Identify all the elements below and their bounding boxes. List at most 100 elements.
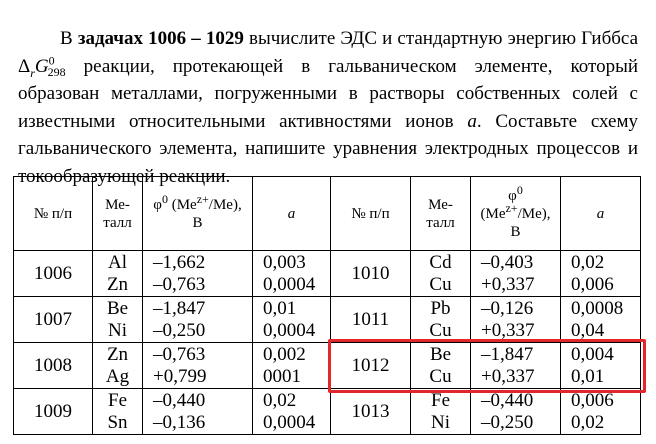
metal: Cd: [429, 251, 452, 273]
activity: 0001: [263, 365, 301, 387]
header-text: a: [287, 205, 296, 222]
metal-cell: Cd Cu: [410, 250, 471, 297]
table-row: 1006 Al Zn –1,662 –0,763 0,003 0,0004 1010 Cd Cu –…: [13, 250, 641, 297]
header-text: 0: [161, 191, 168, 206]
metal: Be: [106, 297, 129, 319]
potential: –0,126: [481, 297, 534, 319]
header-cell: № п/п: [13, 176, 93, 251]
activity-cell: 0,004 0,01: [560, 342, 641, 389]
potential-cell: –0,440 –0,136: [142, 388, 253, 435]
text: реакции, протекающей в гальваническом эл…: [18, 55, 639, 132]
metal-cell: Fe Sn: [92, 388, 143, 435]
header-text: В: [192, 214, 203, 231]
math: 0: [48, 53, 55, 68]
task-text: В задачах 1006 – 1029 вычислите ЭДС и ст…: [18, 25, 638, 190]
header-text: /Me),: [208, 196, 242, 213]
math: Δ: [18, 55, 31, 77]
number-cell: 1013: [330, 388, 411, 435]
activity-cell: 0,02 0,0004: [252, 388, 331, 435]
potential-cell: –0,126 +0,337: [470, 296, 561, 343]
potential: –0,763: [153, 343, 206, 365]
metal: Pb: [430, 297, 451, 319]
potential-cell: –1,847 +0,337: [470, 342, 561, 389]
potential: +0,337: [481, 319, 535, 341]
number-cell: 1011: [330, 296, 411, 343]
header-cell: Ме-талл: [92, 176, 143, 251]
potential-cell: –1,847 –0,250: [142, 296, 253, 343]
table-row: 1007 Be Ni –1,847 –0,250 0,01 0,0004 1011 Pb Cu –0…: [13, 296, 641, 343]
number-cell: 1006: [13, 250, 93, 297]
metal: Sn: [107, 411, 128, 433]
header-text: 0: [516, 182, 523, 197]
potential-cell: –0,403 +0,337: [470, 250, 561, 297]
metal: Zn: [106, 273, 129, 295]
activity: 0,0008: [571, 297, 624, 319]
potential: –0,763: [153, 273, 206, 295]
metal: Be: [429, 343, 452, 365]
activity: 0,04: [571, 319, 605, 341]
math: r: [30, 65, 35, 80]
bold-text: задачах 1006 – 1029: [77, 28, 244, 49]
number-cell: 1010: [330, 250, 411, 297]
activity-cell: 0,01 0,0004: [252, 296, 331, 343]
header-text: (Me: [480, 205, 506, 222]
header-cell: φ0 (Mez+/Me), В: [470, 176, 561, 251]
activity: 0,002: [263, 343, 306, 365]
table-row: 1009 Fe Sn –0,440 –0,136 0,02 0,0004 1013 Fe Ni –0…: [13, 388, 641, 435]
metal: Ag: [105, 365, 130, 387]
activity: 0,003: [263, 251, 306, 273]
potential: –0,250: [481, 411, 534, 433]
text: В: [60, 28, 73, 49]
potential: –0,403: [481, 251, 534, 273]
metal: Cu: [429, 273, 452, 295]
metal-cell: Be Ni: [92, 296, 143, 343]
metal-cell: Al Zn: [92, 250, 143, 297]
metal-cell: Zn Ag: [92, 342, 143, 389]
header-cell: φ0 (Mez+/Me), В: [142, 176, 253, 251]
potential: –0,440: [153, 389, 206, 411]
highlight-box: [327, 338, 646, 393]
header-text: z+: [196, 191, 209, 206]
header-text: a: [596, 205, 605, 222]
activity: 0,01: [263, 297, 297, 319]
number-cell: 1009: [13, 388, 93, 435]
metal: Fe: [108, 389, 127, 411]
potential: +0,337: [481, 365, 535, 387]
text: вычислите ЭДС и стандартную энергию Гибб…: [249, 28, 639, 49]
potential: –0,136: [153, 411, 206, 433]
header-line: φ0 (Mez+/Me),: [471, 184, 560, 223]
potential: –1,847: [481, 343, 534, 365]
header-text: z+: [505, 200, 518, 215]
math: 298: [47, 65, 66, 80]
potential: –1,847: [153, 297, 206, 319]
metal: Zn: [106, 343, 129, 365]
header-text: /Me),: [517, 205, 551, 222]
header-text: (Me: [171, 196, 197, 213]
metal-cell: Be Cu: [410, 342, 471, 389]
metal: Ni: [108, 319, 127, 341]
activity-cell: 0,003 0,0004: [252, 250, 331, 297]
header-text: талл: [103, 214, 132, 231]
activity-cell: 0,006 0,02: [560, 388, 641, 435]
potential: +0,799: [153, 365, 207, 387]
potential-cell: –1,662 –0,763: [142, 250, 253, 297]
potential: +0,337: [481, 273, 535, 295]
header-cell: a: [252, 176, 331, 251]
header-text: В: [510, 223, 521, 240]
potential-cell: –0,440 –0,250: [470, 388, 561, 435]
activity-cell: 0,0008 0,04: [560, 296, 641, 343]
potential: –1,662: [153, 251, 206, 273]
header-text: φ: [508, 187, 517, 204]
activity: 0,02: [571, 411, 605, 433]
potential-cell: –0,763 +0,799: [142, 342, 253, 389]
activity: 0,02: [263, 389, 297, 411]
header-cell: a: [560, 176, 641, 251]
activity: 0,0004: [263, 273, 316, 295]
metal: Al: [108, 251, 127, 273]
metal: Ni: [431, 411, 450, 433]
activity: 0,0004: [263, 319, 316, 341]
header-text: талл: [426, 214, 455, 231]
